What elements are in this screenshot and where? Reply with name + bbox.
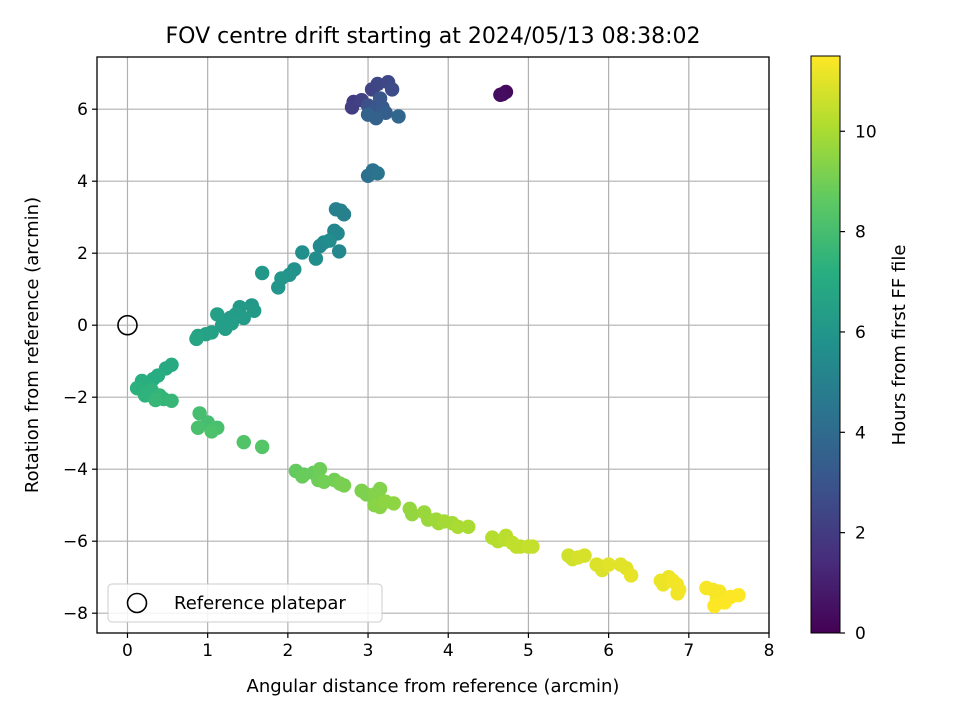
data-point bbox=[254, 265, 270, 281]
data-point bbox=[218, 321, 233, 336]
x-tick-label: 5 bbox=[523, 641, 534, 661]
data-point bbox=[308, 251, 324, 266]
colorbar-tick-label: 8 bbox=[855, 223, 866, 243]
data-point bbox=[623, 568, 639, 583]
colorbar-ticks: 0 2 4 6 8 10 bbox=[840, 122, 877, 644]
chart-title: FOV centre drift starting at 2024/05/13 … bbox=[166, 24, 701, 49]
data-point bbox=[204, 424, 219, 439]
data-point bbox=[236, 310, 251, 326]
x-tick-label: 0 bbox=[122, 641, 133, 661]
data-point bbox=[189, 331, 204, 347]
data-point bbox=[336, 207, 352, 222]
data-point bbox=[322, 233, 337, 248]
data-point bbox=[190, 420, 206, 435]
y-tick-label: 2 bbox=[77, 244, 88, 264]
y-tick-label: −2 bbox=[63, 388, 88, 408]
x-tick-label: 1 bbox=[202, 641, 213, 661]
data-point bbox=[312, 462, 328, 477]
data-point bbox=[670, 586, 685, 601]
data-point bbox=[391, 109, 406, 124]
data-point bbox=[295, 245, 310, 260]
data-points bbox=[129, 75, 746, 614]
data-point bbox=[731, 588, 746, 603]
data-point bbox=[148, 392, 163, 408]
colorbar-tick-label: 4 bbox=[855, 423, 866, 443]
data-point bbox=[450, 519, 466, 534]
data-point bbox=[404, 507, 420, 522]
data-point bbox=[254, 439, 270, 455]
x-tick-label: 4 bbox=[443, 641, 454, 661]
colorbar-tick-label: 10 bbox=[855, 122, 877, 142]
data-point bbox=[601, 557, 616, 572]
data-point bbox=[384, 82, 400, 97]
data-point bbox=[164, 393, 179, 408]
y-tick-label: −6 bbox=[63, 532, 88, 552]
reference-marker bbox=[117, 314, 138, 336]
data-point bbox=[295, 469, 310, 484]
reference-marker-group bbox=[117, 314, 138, 336]
y-axis-ticks: −8 −6 −4 −2 0 2 4 6 bbox=[63, 100, 97, 624]
y-tick-label: −4 bbox=[63, 460, 88, 480]
y-tick-label: 6 bbox=[77, 100, 88, 120]
legend-reference-marker bbox=[126, 592, 148, 614]
x-tick-label: 6 bbox=[603, 641, 614, 661]
data-point bbox=[372, 481, 388, 497]
colorbar bbox=[810, 55, 841, 634]
y-tick-label: 0 bbox=[77, 316, 88, 336]
data-point bbox=[493, 87, 508, 103]
data-point bbox=[210, 307, 225, 322]
y-tick-label: −8 bbox=[63, 604, 88, 624]
y-tick-label: 4 bbox=[77, 172, 88, 192]
colorbar-label: Hours from first FF file bbox=[889, 245, 910, 446]
data-point bbox=[360, 107, 376, 122]
y-axis-label: Rotation from reference (arcmin) bbox=[22, 197, 43, 493]
data-point bbox=[336, 478, 352, 493]
colorbar-tick-label: 0 bbox=[855, 624, 866, 644]
x-tick-label: 3 bbox=[363, 641, 374, 661]
x-tick-label: 7 bbox=[683, 641, 694, 661]
legend-label-reference-platepar: Reference platepar bbox=[174, 593, 346, 614]
legend-box bbox=[107, 583, 383, 623]
plot-frame bbox=[96, 56, 770, 634]
colorbar-tick-label: 2 bbox=[855, 524, 866, 544]
x-axis-label: Angular distance from reference (arcmin) bbox=[247, 676, 620, 697]
x-tick-label: 8 bbox=[764, 641, 775, 661]
data-point bbox=[525, 539, 540, 554]
data-point bbox=[386, 496, 401, 511]
x-tick-label: 2 bbox=[282, 641, 293, 661]
data-point bbox=[370, 166, 385, 181]
grid-lines bbox=[97, 57, 770, 633]
data-point bbox=[271, 280, 286, 295]
data-point bbox=[577, 548, 592, 563]
data-point bbox=[331, 244, 347, 259]
data-point bbox=[461, 519, 476, 534]
colorbar-tick-label: 6 bbox=[855, 323, 866, 343]
x-axis-ticks: 0 1 2 3 4 5 6 7 8 bbox=[122, 633, 774, 661]
legend: Reference platepar bbox=[107, 583, 383, 623]
data-point bbox=[246, 303, 262, 318]
data-point bbox=[236, 435, 251, 450]
